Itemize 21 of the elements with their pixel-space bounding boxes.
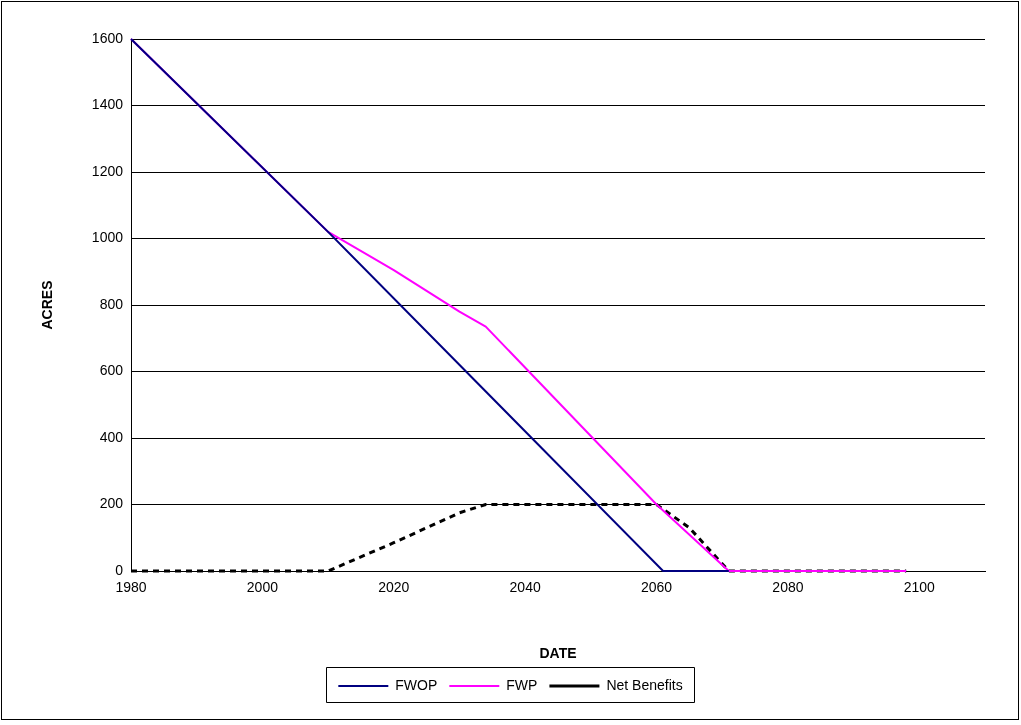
legend-label: Net Benefits — [606, 676, 683, 693]
legend-label: FWP — [506, 676, 538, 693]
x-tick-label: 2000 — [246, 579, 279, 596]
y-tick-label: 200 — [99, 495, 124, 512]
y-tick-label: 800 — [99, 295, 124, 312]
y-tick-label: 400 — [99, 428, 124, 445]
y-axis-title: ACRES — [39, 280, 56, 330]
x-tick-label: 2060 — [640, 579, 673, 596]
y-tick-label: 600 — [99, 362, 124, 379]
y-tick-label: 1600 — [91, 29, 124, 46]
x-tick-label: 2100 — [903, 579, 936, 596]
x-tick-label: 1980 — [115, 579, 147, 596]
y-tick-label: 1200 — [91, 162, 124, 179]
x-tick-label: 2040 — [509, 579, 541, 596]
legend-label: FWOP — [395, 676, 438, 693]
y-tick-label: 0 — [115, 561, 124, 578]
x-tick-label: 2020 — [378, 579, 410, 596]
x-axis-title: DATE — [539, 645, 577, 662]
y-tick-label: 1400 — [91, 96, 124, 113]
y-tick-label: 1000 — [91, 229, 124, 246]
x-tick-label: 2080 — [772, 579, 804, 596]
